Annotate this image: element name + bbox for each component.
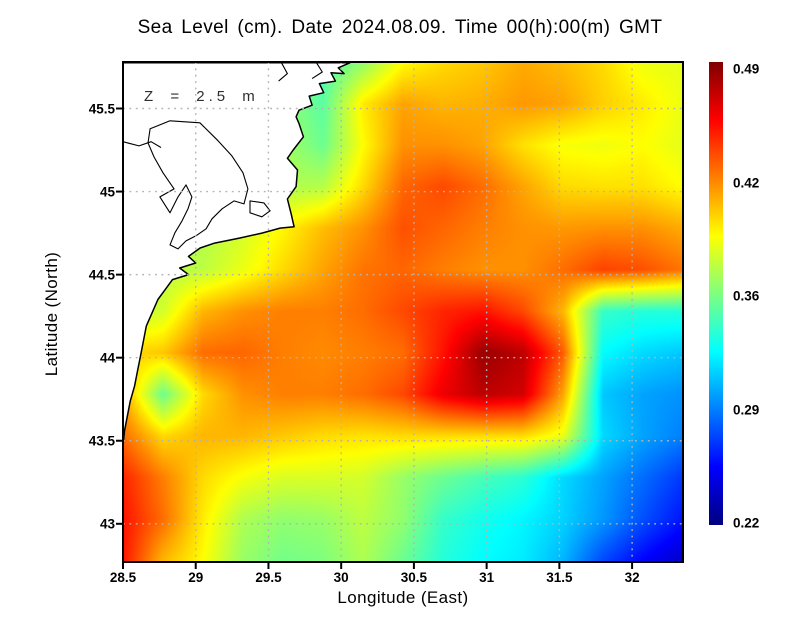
x-tick-label: 29 — [188, 570, 204, 585]
y-tick-label: 45 — [99, 184, 115, 200]
colorbar-tick-label: 0.42 — [733, 175, 760, 190]
colorbar-tick-label: 0.29 — [733, 402, 760, 417]
y-tick-label: 43.5 — [88, 433, 115, 449]
y-tick-label: 44.5 — [88, 267, 115, 283]
y-tick-label: 44 — [99, 350, 115, 366]
y-axis-label: Latitude (North) — [42, 251, 61, 377]
y-tick-label: 43 — [99, 516, 115, 532]
sea-level-heatmap — [123, 62, 683, 562]
colorbar — [709, 62, 723, 525]
x-tick-label: 29.5 — [255, 570, 282, 585]
x-tick-label: 30.5 — [400, 570, 428, 585]
figure-title: Sea Level (cm). Date 2024.08.09. Time 00… — [137, 17, 663, 38]
depth-annotation: Z = 2.5 m — [144, 88, 259, 105]
x-tick-label: 31 — [479, 570, 495, 585]
x-axis-label: Longitude (East) — [337, 588, 469, 607]
y-tick-label: 45.5 — [88, 101, 115, 116]
colorbar-tick-label: 0.22 — [733, 515, 760, 531]
x-tick-label: 28.5 — [109, 570, 137, 585]
colorbar-tick-label: 0.49 — [733, 61, 760, 77]
x-tick-label: 31.5 — [546, 570, 573, 585]
colorbar-tick-label: 0.36 — [733, 288, 760, 304]
x-tick-label: 30 — [333, 570, 349, 585]
x-tick-label: 32 — [624, 570, 640, 585]
